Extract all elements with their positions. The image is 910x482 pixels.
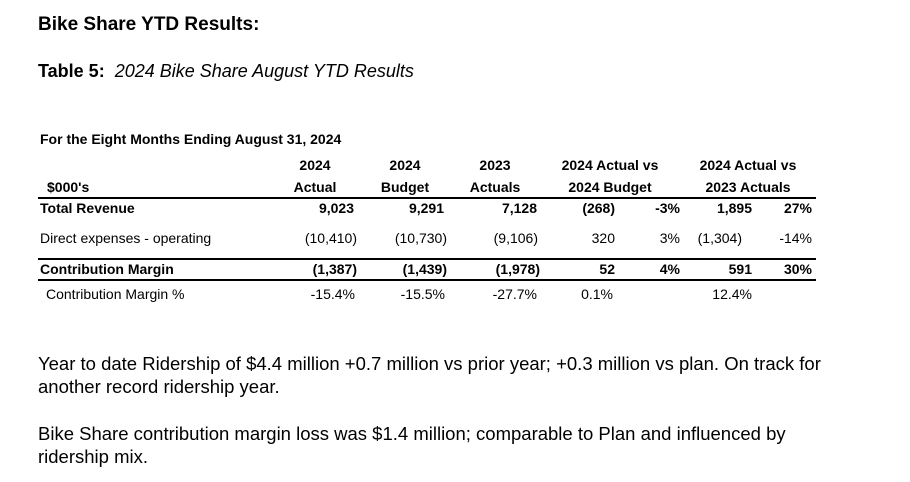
row-total-revenue-var-budget: (268) xyxy=(582,200,615,216)
row-direct-expenses-var-prior: (1,304) xyxy=(697,230,742,246)
row-contribution-margin-budget: (1,439) xyxy=(402,261,447,277)
period-label: For the Eight Months Ending August 31, 2… xyxy=(40,131,342,147)
row-total-revenue-var-prior: 1,895 xyxy=(716,200,752,216)
row-contribution-margin-var-budget-pct: 4% xyxy=(659,261,680,277)
header-rule xyxy=(38,197,816,199)
col-vs-2023-line2: 2023 Actuals xyxy=(705,179,791,195)
row-contribution-margin-actual: (1,387) xyxy=(312,261,357,277)
col-budget-2024-year: 2024 xyxy=(389,157,421,173)
paragraph-contribution-margin: Bike Share contribution margin loss was … xyxy=(38,423,786,467)
row-contribution-margin-var-prior-pct: 30% xyxy=(783,261,812,277)
row-total-revenue-actual: 9,023 xyxy=(318,200,354,216)
row-contribution-margin-var-budget: 52 xyxy=(599,261,615,277)
row-total-revenue-budget: 9,291 xyxy=(408,200,444,216)
row-direct-expenses-budget: (10,730) xyxy=(394,230,447,246)
row-margin-pct-budget: -15.5% xyxy=(400,286,445,302)
row-direct-expenses-var-budget-pct: 3% xyxy=(659,230,680,246)
row-margin-pct-prior: -27.7% xyxy=(492,286,537,302)
row-contribution-margin-label: Contribution Margin xyxy=(40,261,174,277)
col-vs-2023-line1: 2024 Actual vs xyxy=(699,157,797,173)
row-total-revenue-var-prior-pct: 27% xyxy=(783,200,812,216)
row-total-revenue-label: Total Revenue xyxy=(40,200,135,216)
col-actuals-2023-label: Actuals xyxy=(469,179,521,195)
col-budget-2024-label: Budget xyxy=(380,179,430,195)
col-actuals-2023-year: 2023 xyxy=(479,157,511,173)
row-total-revenue-var-budget-pct: -3% xyxy=(655,200,680,216)
row-margin-pct-actual: -15.4% xyxy=(310,286,355,302)
row-contribution-margin-var-prior: 591 xyxy=(728,261,752,277)
margin-top-rule xyxy=(38,258,816,260)
table-caption-prefix: Table 5: xyxy=(38,61,105,81)
row-direct-expenses-var-budget: 320 xyxy=(591,230,615,246)
col-actual-2024-year: 2024 xyxy=(299,157,331,173)
paragraph-ridership: Year to date Ridership of $4.4 million +… xyxy=(38,353,821,397)
row-direct-expenses-var-prior-pct: -14% xyxy=(779,230,812,246)
row-total-revenue-prior: 7,128 xyxy=(501,200,537,216)
row-direct-expenses-actual: (10,410) xyxy=(304,230,357,246)
row-direct-expenses-prior: (9,106) xyxy=(493,230,538,246)
table-caption: Table 5: 2024 Bike Share August YTD Resu… xyxy=(38,61,414,82)
section-heading: Bike Share YTD Results: xyxy=(38,14,260,35)
row-margin-pct-var-budget: 0.1% xyxy=(581,286,613,302)
row-contribution-margin-prior: (1,978) xyxy=(495,261,540,277)
margin-bottom-rule xyxy=(38,279,816,281)
row-margin-pct-var-prior: 12.4% xyxy=(712,286,752,302)
row-margin-pct-label: Contribution Margin % xyxy=(46,286,185,302)
col-vs-budget-line2: 2024 Budget xyxy=(568,179,652,195)
col-actual-2024-label: Actual xyxy=(293,179,337,195)
col-unit-label: $000's xyxy=(47,179,90,195)
table-caption-title: 2024 Bike Share August YTD Results xyxy=(114,61,414,81)
row-direct-expenses-label: Direct expenses - operating xyxy=(40,230,212,246)
col-vs-budget-line1: 2024 Actual vs xyxy=(561,157,659,173)
